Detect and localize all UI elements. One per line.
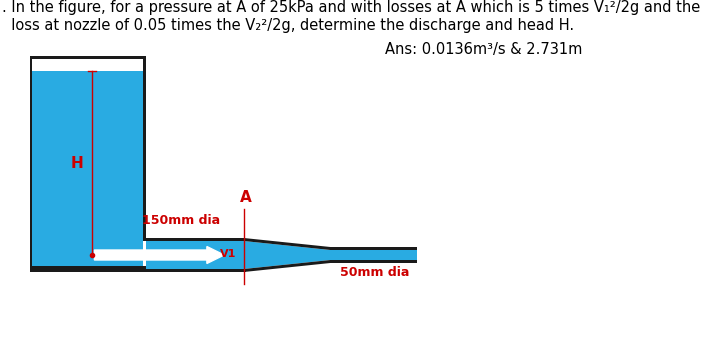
Text: Ans: 0.0136m³/s & 2.731m: Ans: 0.0136m³/s & 2.731m [385, 42, 583, 57]
Text: 150mm dia: 150mm dia [142, 214, 220, 227]
Bar [331, 250, 417, 260]
Text: V1: V1 [220, 249, 236, 259]
Polygon shape [244, 260, 331, 272]
Bar [331, 247, 417, 250]
Bar [146, 241, 244, 269]
Text: . In the figure, for a pressure at A of 25kPa and with losses at A which is 5 ti: . In the figure, for a pressure at A of … [1, 0, 700, 15]
Text: A: A [239, 190, 251, 205]
Bar [33, 59, 143, 71]
FancyArrow shape [94, 246, 224, 264]
Text: H: H [71, 155, 84, 171]
Text: loss at nozzle of 0.05 times the V₂²/2g, determine the discharge and head H.: loss at nozzle of 0.05 times the V₂²/2g,… [1, 18, 573, 33]
Bar [146, 269, 246, 272]
Bar [331, 260, 417, 263]
Text: 50mm dia: 50mm dia [340, 266, 409, 279]
Bar [143, 56, 146, 241]
Bar [30, 56, 146, 59]
Bar [30, 269, 148, 272]
Bar [146, 238, 244, 241]
Bar [33, 71, 143, 266]
Polygon shape [244, 238, 331, 250]
Polygon shape [244, 241, 331, 269]
Bar [30, 56, 33, 269]
Bar [30, 266, 146, 269]
